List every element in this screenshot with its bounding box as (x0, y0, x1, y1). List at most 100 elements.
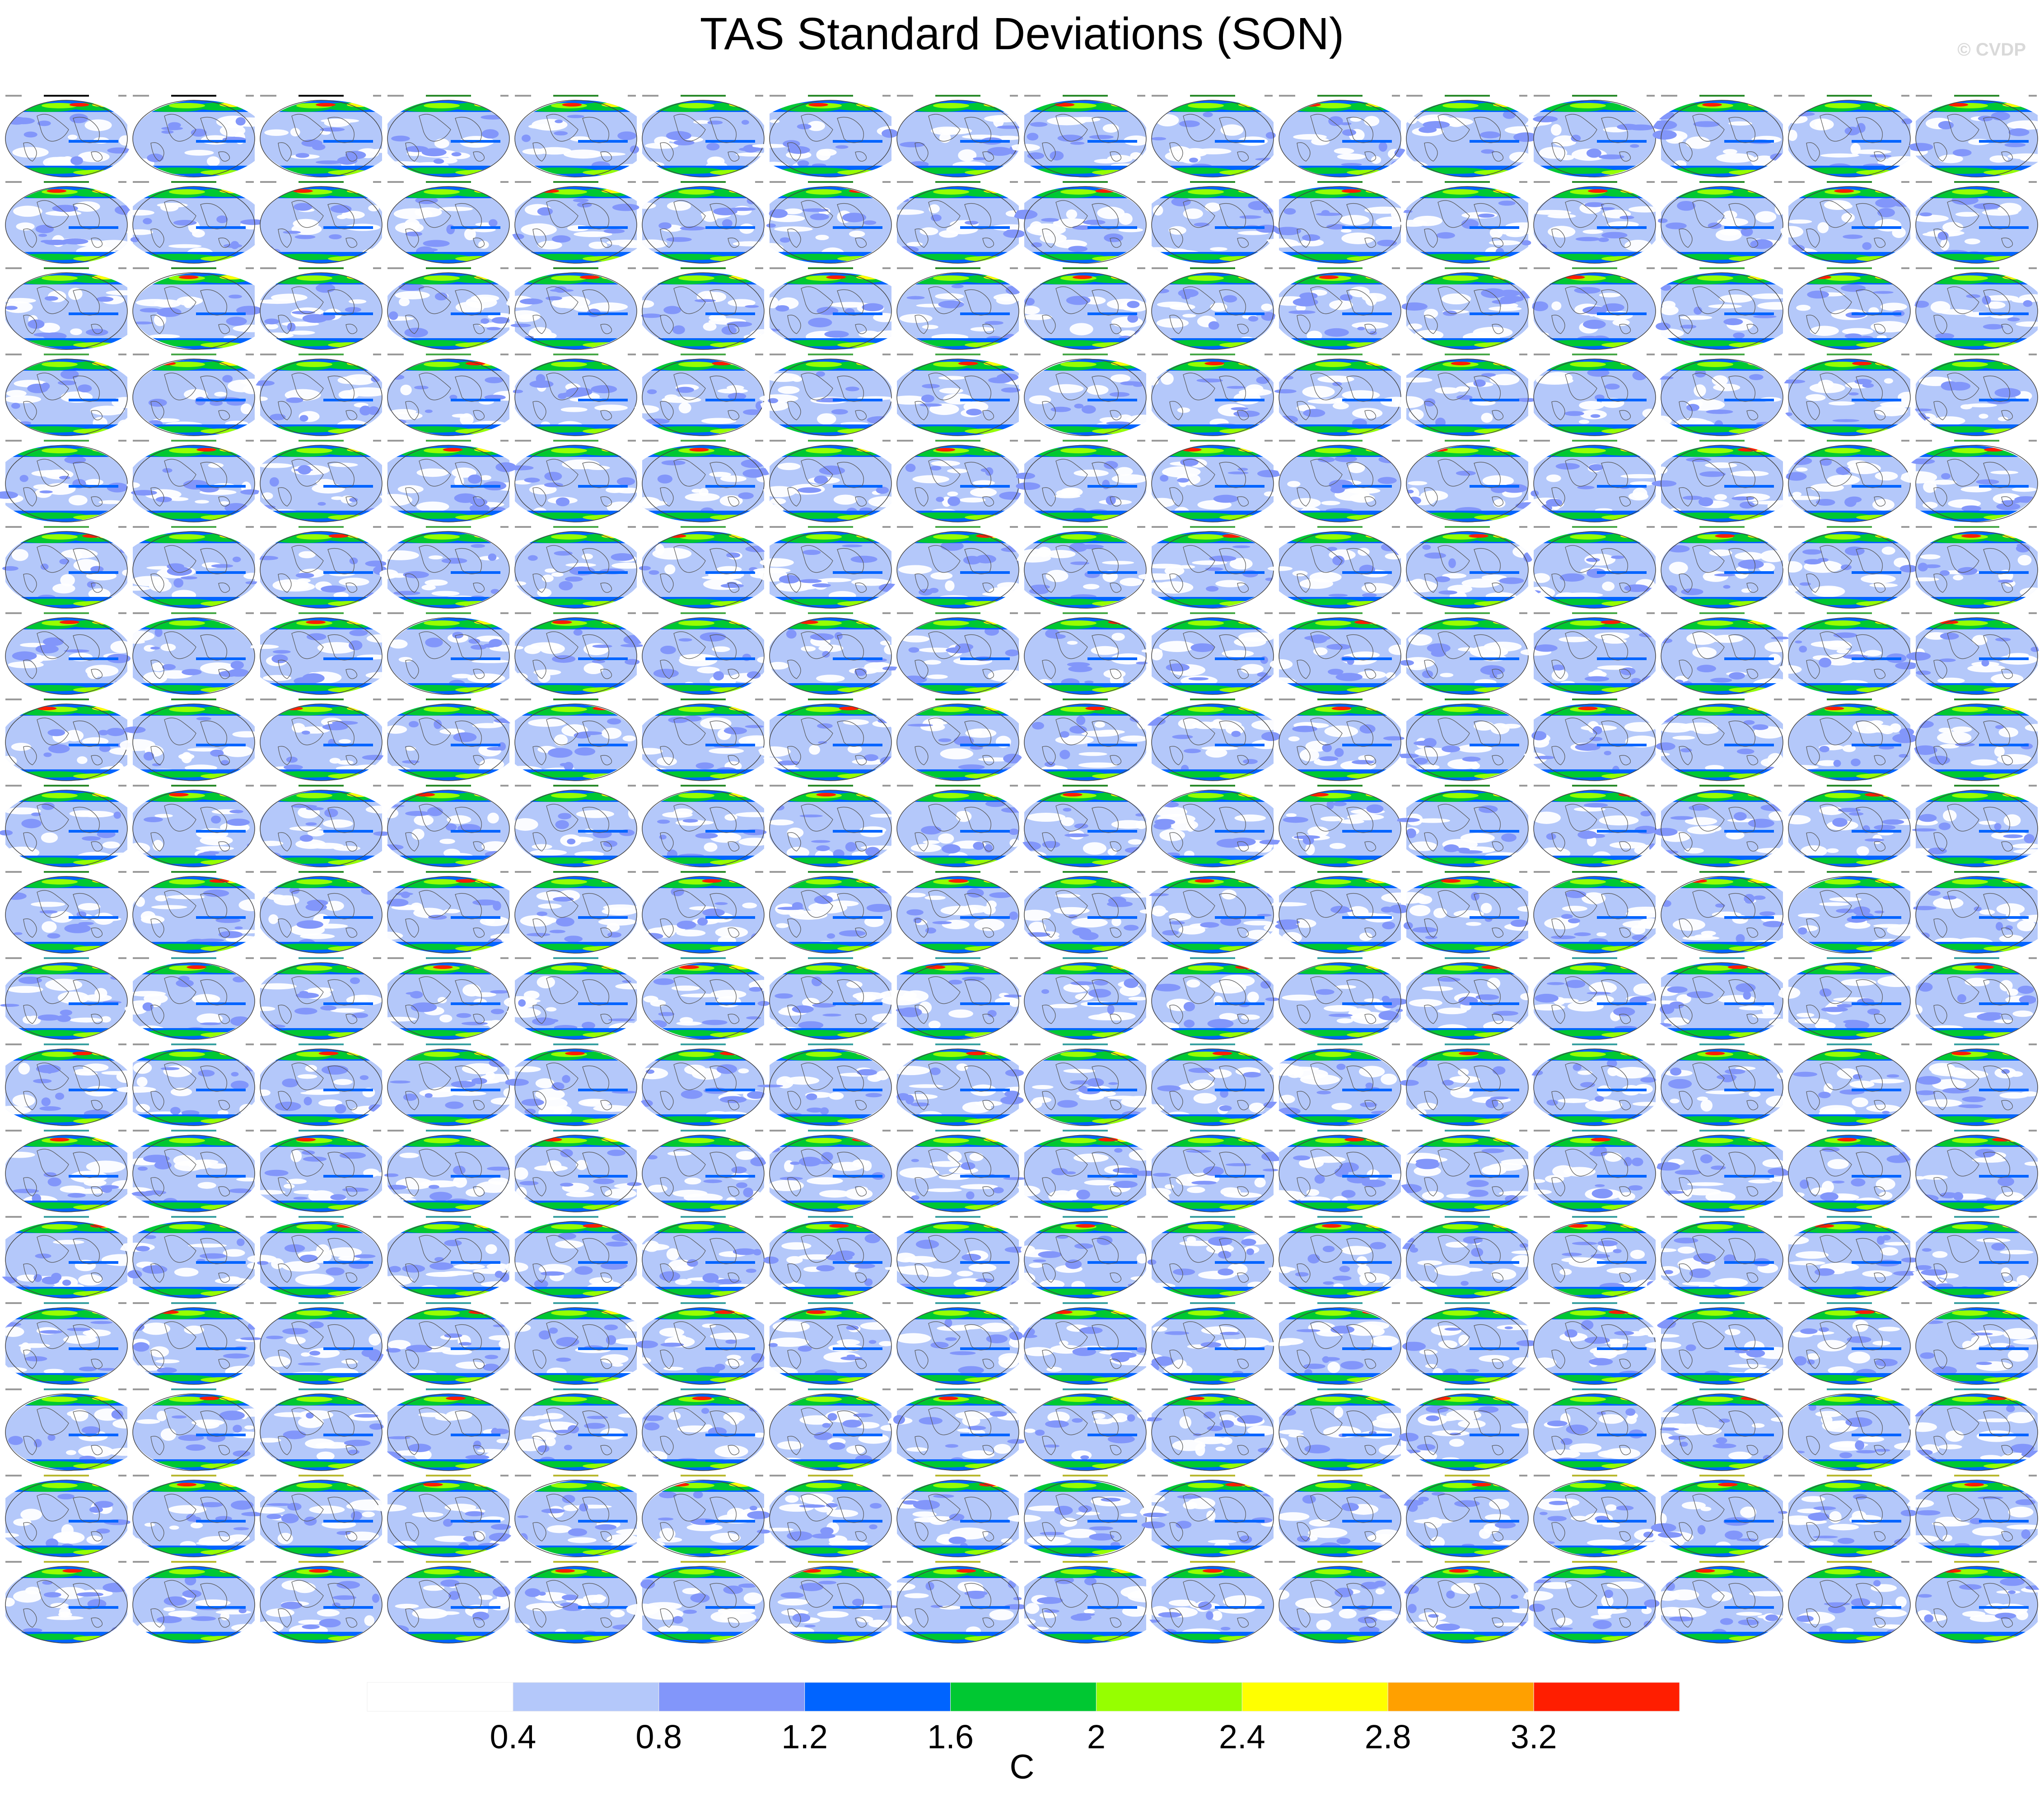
panel-value-label (1774, 1302, 1782, 1304)
panel-value-label (1265, 957, 1273, 959)
panel-title-label (1699, 1216, 1745, 1218)
panel-value-label (118, 267, 126, 269)
panel-title-label (553, 785, 598, 787)
panel-title-label (44, 1475, 89, 1476)
panel-title-label (171, 1388, 216, 1390)
map-panel (625, 1561, 765, 1644)
panel-period-label (1916, 354, 1932, 355)
panel-value-label (1392, 957, 1400, 959)
panel-title-label (1445, 267, 1490, 269)
panel-value-label (118, 957, 126, 959)
panel-title-label (1317, 957, 1363, 959)
panel-value-label (755, 785, 763, 787)
panel-period-label (1279, 1302, 1295, 1304)
panel-period-label (5, 871, 22, 873)
panel-value-label (246, 526, 254, 528)
panel-title-label (1572, 1388, 1617, 1390)
panel-title-label (808, 354, 853, 355)
panel-value-label (118, 95, 126, 97)
panel-value-label (1519, 957, 1527, 959)
panel-value-label (1265, 1043, 1273, 1045)
panel-value-label (1519, 354, 1527, 355)
panel-period-label (1024, 440, 1041, 442)
panel-value-label (500, 612, 509, 614)
panel-title-label (1954, 95, 1999, 97)
panel-period-label (1661, 267, 1677, 269)
map-panel (1788, 267, 1911, 350)
panel-value-label (1774, 267, 1782, 269)
panel-title-label (681, 785, 726, 787)
panel-value-label (246, 699, 254, 700)
panel-period-label (1406, 526, 1423, 528)
panel-value-label (373, 95, 381, 97)
panel-value-label (882, 785, 891, 787)
panel-value-label (1265, 1216, 1273, 1218)
panel-title-label (553, 95, 598, 97)
panel-period-label (5, 1130, 22, 1132)
panel-period-label (260, 526, 276, 528)
panel-value-label (1647, 871, 1655, 873)
panel-title-label (299, 1043, 344, 1045)
panel-title-label (299, 95, 344, 97)
panel-title-label (44, 526, 89, 528)
panel-title-label (1317, 1388, 1363, 1390)
panel-title-label (426, 440, 471, 442)
panel-value-label (246, 1561, 254, 1563)
panel-period-label (897, 95, 913, 97)
panel-period-label (1406, 354, 1423, 355)
colorbar-tick-label: 2 (1087, 1718, 1106, 1756)
panel-period-label (897, 699, 913, 700)
map-panel (1024, 612, 1150, 695)
panel-period-label (515, 785, 531, 787)
panel-value-label (373, 1216, 381, 1218)
map-panel (1143, 1302, 1274, 1385)
panel-period-label (1406, 1561, 1423, 1563)
panel-value-label (882, 1388, 891, 1390)
panel-value-label (2029, 871, 2037, 873)
panel-title-label (681, 1043, 726, 1045)
panel-period-label (897, 1302, 913, 1304)
panel-title-label (1063, 1216, 1108, 1218)
panel-value-label (500, 1043, 509, 1045)
panel-title-label (44, 95, 89, 97)
map-panel (639, 526, 773, 609)
panel-value-label (1137, 1130, 1145, 1132)
panel-value-label (1265, 785, 1273, 787)
panel-value-label (2029, 612, 2037, 614)
panel-period-label (133, 1302, 149, 1304)
panel-period-label (770, 957, 786, 959)
panel-period-label (642, 612, 658, 614)
panel-value-label (2029, 1561, 2037, 1563)
map-panel (1915, 1302, 2044, 1385)
map-panel (642, 1130, 769, 1212)
panel-period-label (260, 267, 276, 269)
panel-value-label (500, 1302, 509, 1304)
map-panel (121, 612, 255, 695)
panel-value-label (1647, 785, 1655, 787)
panel-value-label (1137, 526, 1145, 528)
panel-title-label (935, 440, 980, 442)
panel-period-label (1152, 1216, 1168, 1218)
panel-title-label (299, 1561, 344, 1563)
panel-value-label (1137, 1475, 1145, 1476)
panel-value-label (1519, 267, 1527, 269)
panel-value-label (628, 957, 636, 959)
panel-title-label (681, 1130, 726, 1132)
panel-title-label (1190, 354, 1235, 355)
panel-title-label (553, 526, 598, 528)
panel-title-label (171, 267, 216, 269)
panel-title-label (808, 267, 853, 269)
map-panel (511, 1302, 652, 1385)
panel-value-label (1265, 699, 1273, 700)
panel-title-label (1827, 1216, 1872, 1218)
panel-title-label (171, 1475, 216, 1476)
panel-title-label (171, 612, 216, 614)
panel-period-label (642, 1302, 658, 1304)
panel-title-label (1827, 1302, 1872, 1304)
colorbar-tick-label: 1.2 (781, 1718, 828, 1756)
panel-value-label (1137, 1302, 1145, 1304)
panel-value-label (2029, 95, 2037, 97)
panel-period-label (387, 1475, 404, 1476)
panel-title-label (171, 95, 216, 97)
